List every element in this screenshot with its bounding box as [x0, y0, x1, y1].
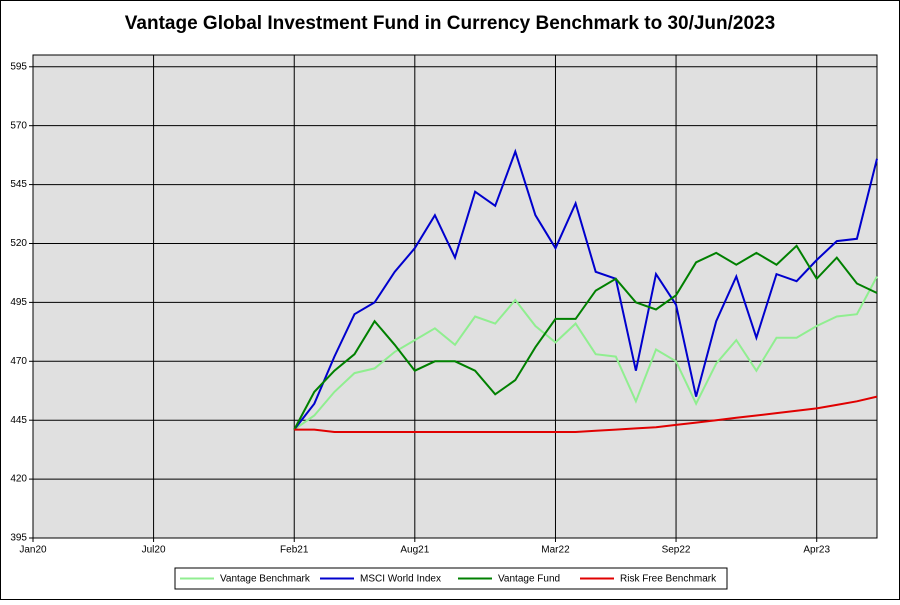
y-tick-label: 470: [10, 356, 27, 367]
series-line: [293, 276, 878, 431]
legend-label: Vantage Benchmark: [220, 574, 311, 585]
series-line: [293, 244, 878, 431]
y-tick-label: 520: [10, 238, 27, 249]
x-tick-label: Aug21: [400, 545, 429, 556]
plot-area: [32, 54, 878, 539]
x-tick-label: Feb21: [280, 545, 309, 556]
y-tick-label: 595: [10, 61, 27, 72]
legend-label: MSCI World Index: [360, 574, 441, 585]
y-tick-label: 420: [10, 474, 27, 485]
x-tick-label: Jan20: [19, 545, 47, 556]
legend-label: Vantage Fund: [498, 574, 560, 585]
series-line: [293, 148, 878, 431]
legend-label: Risk Free Benchmark: [620, 574, 717, 585]
x-tick-label: Sep22: [662, 545, 691, 556]
x-tick-label: Apr23: [803, 545, 830, 556]
x-tick-label: Mar22: [541, 545, 570, 556]
y-tick-label: 545: [10, 179, 27, 190]
series-line: [294, 395, 878, 433]
chart-title: Vantage Global Investment Fund in Curren…: [125, 13, 775, 34]
x-tick-label: Jul20: [142, 545, 166, 556]
y-tick-label: 495: [10, 297, 27, 308]
y-tick-label: 395: [10, 533, 27, 544]
y-tick-label: 445: [10, 415, 27, 426]
y-tick-label: 570: [10, 120, 27, 131]
legend: [174, 567, 728, 590]
